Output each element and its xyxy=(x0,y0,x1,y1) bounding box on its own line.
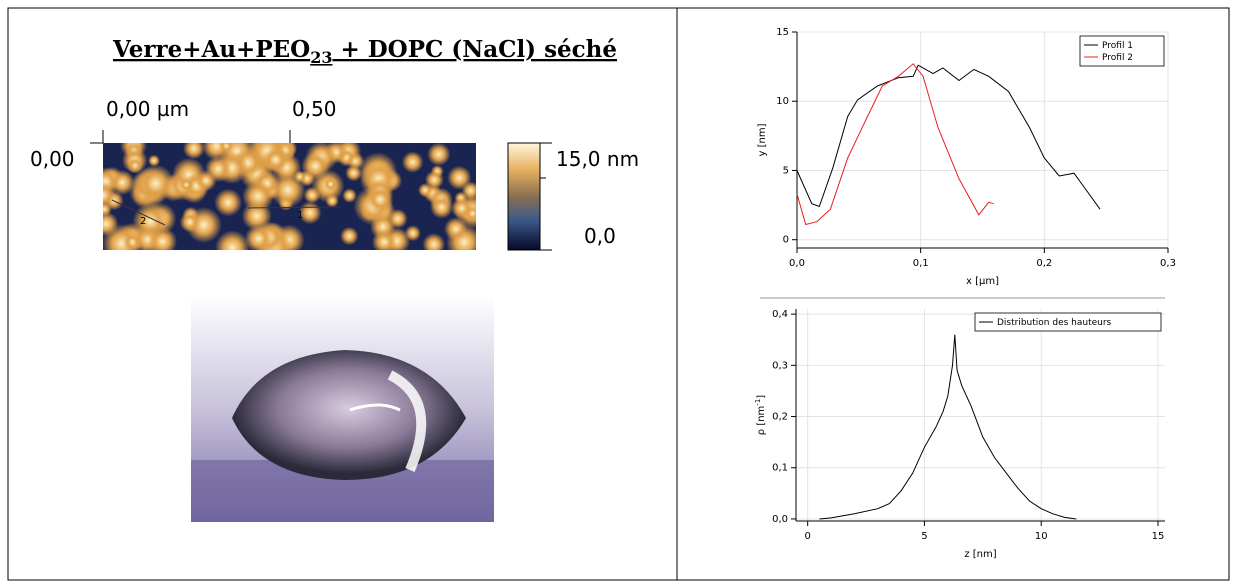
title: Verre+Au+PEO23 + DOPC (NaCl) séché xyxy=(112,36,617,67)
grain xyxy=(182,143,205,160)
reflection xyxy=(349,403,401,412)
y-axis-label-text: ρ [nm xyxy=(756,406,767,436)
grain xyxy=(103,211,119,237)
legend-box xyxy=(974,312,1162,332)
grain xyxy=(103,201,112,217)
x-tick-label: 0,1 xyxy=(913,258,929,269)
grain xyxy=(387,208,408,229)
data-line xyxy=(796,63,994,226)
grain xyxy=(447,165,472,190)
table-border xyxy=(7,7,1230,581)
legend-label: Profil 2 xyxy=(1102,53,1133,63)
profile-label: 2 xyxy=(140,216,146,227)
legend-label: Profil 1 xyxy=(1102,41,1133,51)
afm-image: 1 2 0,00 µm 0,50 0,00 15,0 nm 0,0 xyxy=(30,97,639,251)
grain xyxy=(214,230,250,250)
data-line xyxy=(796,64,1101,210)
grain xyxy=(147,154,160,167)
x-axis-label: x [µm] xyxy=(966,276,999,287)
grain xyxy=(136,164,175,203)
grain xyxy=(323,176,338,192)
grain xyxy=(422,233,446,250)
y-axis-label-end: ] xyxy=(756,395,767,399)
color-scale xyxy=(507,142,541,251)
x-axis-label: z [nm] xyxy=(964,549,996,560)
grain xyxy=(109,169,135,196)
grain xyxy=(219,143,234,153)
grain xyxy=(427,143,451,166)
grain xyxy=(262,146,289,173)
x-tick-label: 5 xyxy=(921,531,927,542)
grain xyxy=(340,226,359,246)
grain xyxy=(103,182,116,208)
y-tick-label: 0,4 xyxy=(772,309,788,320)
grain xyxy=(179,211,201,233)
grain xyxy=(401,151,424,173)
grain xyxy=(214,188,243,217)
y-tick-label: 0,3 xyxy=(772,360,788,371)
profile-line xyxy=(111,199,166,226)
grain xyxy=(444,217,468,241)
y-tick-label: 5 xyxy=(783,165,789,176)
grain xyxy=(242,180,274,213)
grain xyxy=(371,229,397,250)
profile-label: 1 xyxy=(297,210,303,221)
grain xyxy=(204,155,232,183)
grain xyxy=(301,151,330,181)
grain xyxy=(127,157,143,174)
grain xyxy=(342,188,357,203)
reflection xyxy=(387,370,427,472)
grain xyxy=(346,152,365,170)
x-tick-label: 0 xyxy=(804,531,810,542)
y-tick-label: 0,1 xyxy=(772,463,788,474)
y-tick-label: 10 xyxy=(776,96,789,107)
grain xyxy=(147,226,178,250)
afm-y-label: 0,00 xyxy=(30,147,75,171)
title-end: + DOPC (NaCl) séché xyxy=(332,36,617,63)
y-tick-label: 0,2 xyxy=(772,412,788,423)
y-tick-label: 0 xyxy=(783,235,789,246)
grain xyxy=(451,197,473,219)
y-axis-label: y [nm] xyxy=(757,123,768,156)
afm-x-label: 0,00 µm xyxy=(106,97,189,121)
grain xyxy=(179,178,193,192)
grain xyxy=(244,224,273,250)
x-tick-label: 0,3 xyxy=(1160,258,1176,269)
droplet-photo xyxy=(191,295,494,522)
afm-x-label: 0,50 xyxy=(292,97,337,121)
scale-label: 0,0 xyxy=(584,224,616,248)
grain xyxy=(430,195,454,219)
y-axis-label: ρ [nm-1] xyxy=(754,395,767,436)
x-tick-label: 0,0 xyxy=(789,258,805,269)
y-axis-label-text: y [nm] xyxy=(757,123,768,156)
data-line xyxy=(819,334,1077,520)
scale-label: 15,0 nm xyxy=(556,147,639,171)
x-tick-label: 15 xyxy=(1152,531,1165,542)
y-tick-label: 15 xyxy=(776,27,789,38)
grain xyxy=(366,186,394,213)
grain xyxy=(424,170,444,190)
profile-line xyxy=(247,206,341,209)
legend-label: Distribution des hauteurs xyxy=(997,318,1112,328)
legend-box xyxy=(1079,35,1165,67)
y-axis-label-sup: -1 xyxy=(754,399,762,406)
title-subscript: 23 xyxy=(310,48,332,67)
x-tick-label: 10 xyxy=(1035,531,1048,542)
y-tick-label: 0,0 xyxy=(772,514,788,525)
grain xyxy=(325,194,339,208)
x-tick-label: 0,2 xyxy=(1036,258,1052,269)
title-main: Verre+Au+PEO xyxy=(112,36,310,63)
